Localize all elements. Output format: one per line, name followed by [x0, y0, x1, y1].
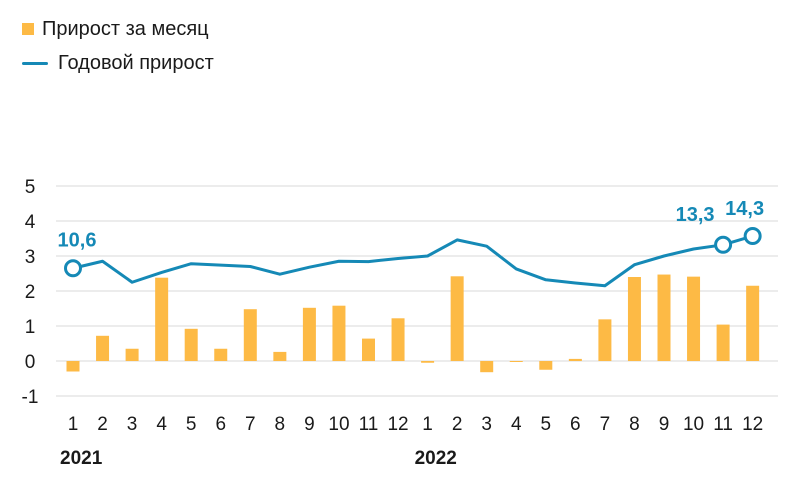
x-tick-label: 8	[275, 414, 286, 435]
bar	[421, 361, 435, 363]
bar	[480, 361, 494, 373]
bar	[539, 361, 553, 370]
line-series-annual	[64, 227, 762, 288]
x-tick-label: 10	[328, 414, 349, 435]
legend-label-annual: Годовой прирост	[58, 51, 214, 74]
bar	[391, 318, 405, 361]
x-tick-label: 2	[97, 414, 108, 435]
data-label: 14,3	[725, 198, 764, 220]
y-axis: 5 4 3 2 1 0 -1	[22, 177, 39, 408]
bar	[450, 276, 464, 361]
x-tick-label: 3	[127, 414, 138, 435]
x-tick-label: 7	[245, 414, 256, 435]
bar	[657, 274, 671, 361]
y-tick-label: 2	[25, 282, 36, 303]
y-tick-label: 5	[25, 177, 36, 198]
legend: Прирост за месяц Годовой прирост	[22, 12, 214, 80]
legend-label-monthly: Прирост за месяц	[42, 17, 209, 40]
x-tick-label: 5	[541, 414, 552, 435]
annotations: 10,6 13,3 14,3	[58, 198, 765, 251]
bar	[184, 328, 198, 361]
data-point-marker	[743, 227, 762, 246]
bar	[214, 348, 228, 361]
bar	[66, 361, 80, 372]
bar	[125, 348, 139, 361]
x-tick-label: 9	[304, 414, 315, 435]
bar	[598, 319, 612, 361]
bar-series-monthly	[66, 274, 760, 373]
x-tick-label: 11	[359, 414, 379, 435]
x-tick-label: 12	[742, 414, 763, 435]
year-label: 2021	[60, 448, 103, 469]
x-tick-label: 10	[683, 414, 704, 435]
legend-item-monthly: Прирост за месяц	[22, 12, 214, 46]
x-tick-label: 9	[659, 414, 670, 435]
y-tick-label: 4	[25, 212, 36, 233]
data-point-marker	[714, 235, 733, 254]
x-tick-label: 5	[186, 414, 197, 435]
y-tick-label: 3	[25, 247, 36, 268]
data-point-marker	[64, 259, 82, 278]
x-tick-label: 7	[600, 414, 611, 435]
data-label: 13,3	[676, 204, 715, 226]
data-label: 10,6	[58, 229, 97, 251]
bar	[96, 335, 110, 361]
x-tick-label: 6	[215, 414, 226, 435]
bar	[155, 277, 169, 361]
bar	[687, 276, 701, 361]
bar	[332, 305, 346, 361]
bar	[302, 307, 316, 361]
year-label: 2022	[415, 448, 457, 469]
x-tick-label: 4	[156, 414, 167, 435]
legend-swatch-monthly	[22, 23, 34, 35]
x-tick-label: 12	[387, 414, 408, 435]
x-tick-label: 11	[713, 414, 733, 435]
y-tick-label: 0	[25, 352, 36, 373]
x-tick-label: 8	[629, 414, 640, 435]
legend-item-annual: Годовой прирост	[22, 46, 214, 80]
x-tick-label: 1	[68, 414, 79, 435]
x-tick-label: 3	[481, 414, 492, 435]
annual-growth-line	[72, 234, 754, 288]
bar	[568, 358, 582, 361]
bar	[362, 338, 375, 361]
bar	[509, 361, 523, 362]
bar	[273, 351, 287, 361]
bar	[746, 285, 760, 361]
x-tick-label: 1	[422, 414, 433, 435]
x-tick-label: 4	[511, 414, 522, 435]
x-tick-label: 2	[452, 414, 463, 435]
bar	[627, 277, 641, 361]
legend-swatch-annual	[22, 61, 48, 65]
y-tick-label: 1	[25, 317, 36, 338]
bar	[243, 309, 257, 361]
x-tick-label: 6	[570, 414, 581, 435]
y-tick-label: -1	[22, 387, 39, 408]
bar	[716, 324, 730, 361]
